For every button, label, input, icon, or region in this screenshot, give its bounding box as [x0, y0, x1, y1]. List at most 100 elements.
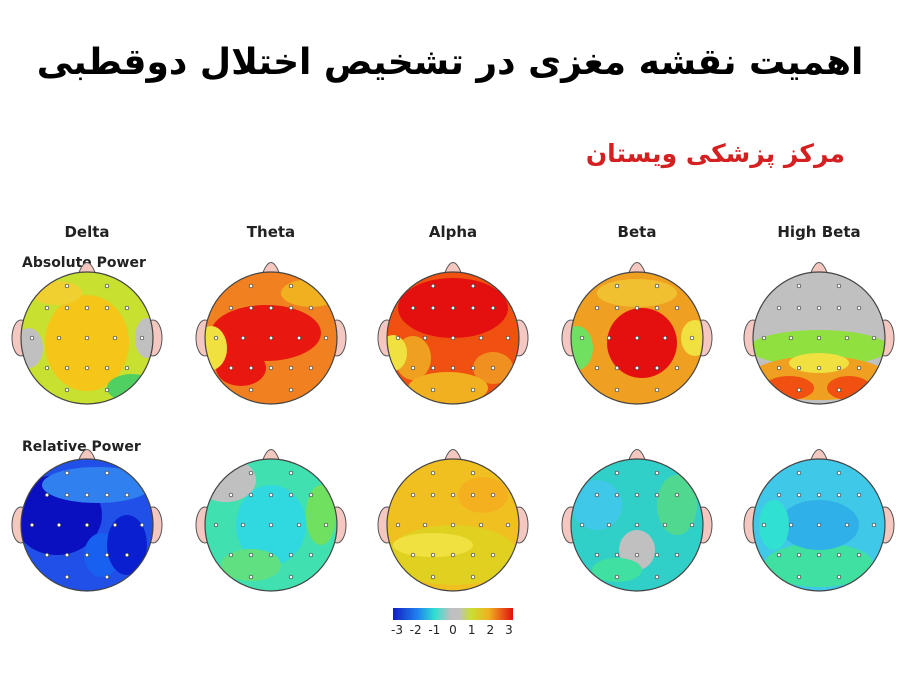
electrode [470, 387, 476, 393]
electrode [84, 305, 90, 311]
map-region [789, 353, 849, 373]
electrode [29, 335, 35, 341]
electrode [64, 552, 70, 558]
electrode [856, 305, 862, 311]
map-region [764, 543, 874, 587]
map-region [657, 475, 697, 535]
map-region [571, 326, 593, 370]
electrode [796, 574, 802, 580]
electrode [268, 552, 274, 558]
electrode [490, 552, 496, 558]
electrode [84, 365, 90, 371]
electrode [139, 335, 145, 341]
electrode [64, 492, 70, 498]
electrode [139, 522, 145, 528]
electrode [44, 552, 50, 558]
electrode [104, 365, 110, 371]
electrode [816, 522, 822, 528]
head-outline [204, 271, 338, 405]
electrode [614, 283, 620, 289]
electrode [228, 492, 234, 498]
electrode [248, 574, 254, 580]
electrode [796, 365, 802, 371]
electrode [248, 492, 254, 498]
electrode [288, 365, 294, 371]
map-region [205, 459, 256, 502]
map-region [572, 480, 622, 530]
electrode [450, 492, 456, 498]
electrode [104, 470, 110, 476]
electrode [796, 492, 802, 498]
electrode [112, 335, 118, 341]
electrode [430, 365, 436, 371]
electrode [594, 305, 600, 311]
electrode [470, 283, 476, 289]
electrode [776, 365, 782, 371]
electrode [505, 522, 511, 528]
electrode [248, 387, 254, 393]
electrode [248, 552, 254, 558]
electrode [614, 305, 620, 311]
head-outline [204, 458, 338, 592]
electrode [816, 365, 822, 371]
electrode [490, 305, 496, 311]
electrode [450, 522, 456, 528]
band-label: Alpha [429, 223, 477, 241]
electrode [634, 552, 640, 558]
electrode [871, 522, 877, 528]
electrode [776, 492, 782, 498]
electrode [288, 492, 294, 498]
head-map [571, 459, 703, 591]
electrode [634, 335, 640, 341]
electrode [430, 492, 436, 498]
head-outline [752, 458, 886, 592]
electrode [323, 522, 329, 528]
electrode [228, 305, 234, 311]
electrode [296, 522, 302, 528]
electrode [288, 387, 294, 393]
map-region [211, 305, 321, 361]
electrode [579, 522, 585, 528]
electrode [816, 335, 822, 341]
band-label: Beta [618, 223, 657, 241]
electrode [614, 387, 620, 393]
electrode [654, 470, 660, 476]
electrode [844, 335, 850, 341]
electrode [470, 470, 476, 476]
electrode [788, 522, 794, 528]
electrode [410, 365, 416, 371]
electrode [228, 365, 234, 371]
map-region [42, 467, 152, 503]
electrode [654, 492, 660, 498]
map-region [597, 279, 677, 307]
electrode [674, 552, 680, 558]
electrode [124, 365, 130, 371]
map-region [408, 372, 488, 404]
electrode [505, 335, 511, 341]
electrode [308, 305, 314, 311]
electrode [64, 574, 70, 580]
electrode [836, 365, 842, 371]
electrode [248, 283, 254, 289]
electrode [240, 335, 246, 341]
map-region [387, 335, 407, 371]
electrode [104, 552, 110, 558]
electrode [395, 335, 401, 341]
electrode [430, 387, 436, 393]
electrode [844, 522, 850, 528]
electrode [296, 335, 302, 341]
colorbar-tick: 3 [505, 623, 513, 637]
electrode [112, 522, 118, 528]
colorbar-tick: 0 [449, 623, 457, 637]
electrode [248, 305, 254, 311]
electrode [288, 305, 294, 311]
colorbar-tick: -2 [410, 623, 422, 637]
electrode [84, 522, 90, 528]
electrode [662, 335, 668, 341]
electrode [594, 365, 600, 371]
electrode [422, 335, 428, 341]
electrode [856, 552, 862, 558]
electrode [268, 335, 274, 341]
